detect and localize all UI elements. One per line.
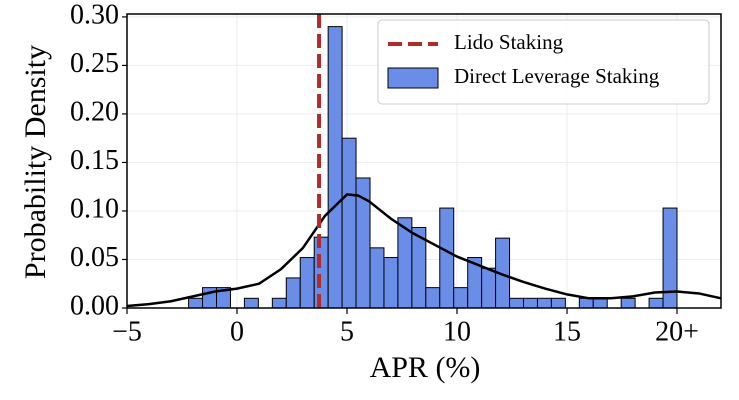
x-axis-label: APR (%) [370, 351, 481, 384]
y-tick-label: 0.20 [70, 96, 119, 127]
bar [648, 297, 664, 309]
bar [523, 297, 538, 309]
y-tick-label: 0.25 [70, 48, 119, 79]
bar [285, 277, 301, 309]
bar [550, 297, 566, 309]
bar [536, 297, 552, 309]
y-tick-label: 0.30 [70, 0, 119, 30]
bar [481, 267, 497, 309]
bar [327, 26, 343, 309]
kde-line [126, 193, 722, 308]
x-tick-label: −5 [112, 316, 142, 347]
bar [383, 257, 399, 309]
x-tick-label: 20+ [655, 316, 699, 347]
bar [620, 297, 636, 309]
y-tick-label: 0.00 [70, 290, 119, 321]
y-tick-label: 0.05 [70, 242, 119, 273]
bar [299, 257, 315, 309]
x-tick-label: 0 [230, 316, 244, 347]
y-axis-label: Probability Density [19, 45, 52, 279]
bar [369, 247, 385, 309]
legend-label: Lido Staking [454, 30, 564, 54]
legend-swatch [387, 67, 439, 89]
bar [341, 137, 357, 309]
bar [313, 236, 329, 309]
bar [188, 297, 204, 309]
bar [425, 287, 441, 309]
legend-label: Direct Leverage Staking [454, 64, 660, 88]
bar [578, 297, 594, 309]
x-tick-label: 5 [340, 316, 354, 347]
bar [453, 287, 469, 309]
bar [509, 297, 525, 309]
y-tick-label: 0.15 [70, 145, 119, 176]
y-tick-label: 0.10 [70, 193, 119, 224]
bar [271, 297, 287, 309]
x-tick-label: 10 [443, 316, 471, 347]
x-tick-label: 15 [553, 316, 581, 347]
legend-box [377, 19, 710, 105]
bar [243, 297, 259, 309]
bar [439, 207, 455, 309]
plot-frame [126, 13, 722, 309]
bar [592, 297, 608, 309]
